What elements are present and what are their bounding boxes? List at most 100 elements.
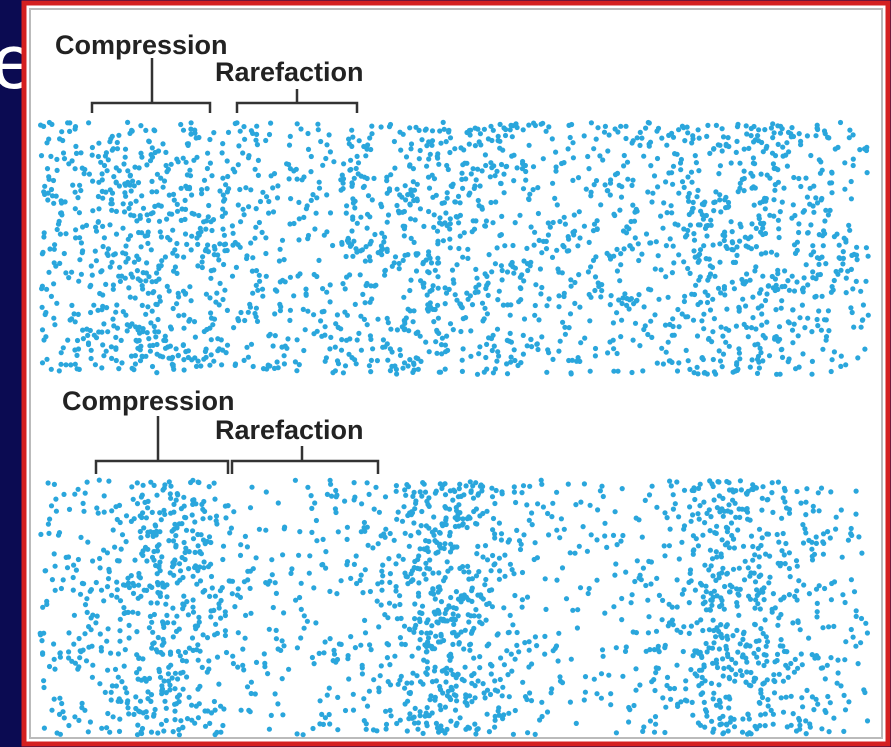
particle: [689, 624, 694, 629]
particle: [773, 605, 778, 610]
particle: [48, 154, 53, 159]
particle: [663, 705, 668, 710]
particle: [764, 196, 769, 201]
particle: [498, 677, 503, 682]
particle: [282, 526, 287, 531]
particle: [163, 602, 168, 607]
particle: [414, 331, 419, 336]
particle: [339, 337, 344, 342]
particle: [376, 250, 381, 255]
particle: [218, 616, 223, 621]
particle: [372, 507, 377, 512]
particle: [96, 220, 101, 225]
particle: [347, 336, 352, 341]
particle: [585, 154, 590, 159]
particle: [278, 247, 283, 252]
particle: [622, 246, 627, 251]
particle: [105, 329, 110, 334]
particle: [726, 502, 731, 507]
particle: [362, 175, 367, 180]
particle: [397, 602, 402, 607]
particle: [305, 203, 310, 208]
particle: [499, 214, 504, 219]
particle: [113, 251, 118, 256]
particle: [209, 228, 214, 233]
particle: [218, 588, 223, 593]
particle: [765, 497, 770, 502]
particle: [83, 491, 88, 496]
particle: [371, 176, 376, 181]
particle: [572, 280, 577, 285]
particle: [582, 224, 587, 229]
particle: [328, 282, 333, 287]
particle: [702, 520, 707, 525]
particle: [138, 213, 143, 218]
particle: [837, 243, 842, 248]
particle: [749, 246, 754, 251]
particle: [708, 591, 713, 596]
particle: [275, 195, 280, 200]
particle: [554, 248, 559, 253]
particle: [704, 589, 709, 594]
particle: [156, 591, 161, 596]
particle: [488, 692, 493, 697]
particle: [63, 231, 68, 236]
particle: [400, 366, 405, 371]
particle: [405, 728, 410, 733]
particle: [172, 717, 177, 722]
particle: [213, 732, 218, 737]
particle: [392, 166, 397, 171]
particle: [137, 666, 142, 671]
particle: [791, 711, 796, 716]
particle: [265, 671, 270, 676]
particle: [803, 718, 808, 723]
particle: [668, 527, 673, 532]
particle: [849, 627, 854, 632]
particle: [51, 201, 56, 206]
particle: [152, 204, 157, 209]
particle: [544, 129, 549, 134]
particle: [70, 183, 75, 188]
particle: [91, 303, 96, 308]
particle: [39, 638, 44, 643]
particle: [108, 187, 113, 192]
particle: [319, 712, 324, 717]
particle: [594, 178, 599, 183]
particle: [123, 259, 128, 264]
particle: [52, 657, 57, 662]
particle: [736, 346, 741, 351]
particle: [134, 218, 139, 223]
particle: [150, 279, 155, 284]
particle: [599, 671, 604, 676]
particle: [139, 494, 144, 499]
particle: [212, 481, 217, 486]
particle: [123, 243, 128, 248]
particle: [638, 130, 643, 135]
particle: [554, 528, 559, 533]
particle: [508, 313, 513, 318]
particle: [362, 718, 367, 723]
particle: [810, 359, 815, 364]
particle: [380, 573, 385, 578]
particle: [639, 252, 644, 257]
particle: [577, 544, 582, 549]
particle: [306, 233, 311, 238]
particle: [302, 613, 307, 618]
particle: [801, 540, 806, 545]
particle: [833, 527, 838, 532]
particle: [285, 336, 290, 341]
particle: [90, 613, 95, 618]
particle: [598, 488, 603, 493]
particle: [41, 685, 46, 690]
particle: [151, 714, 156, 719]
particle: [828, 489, 833, 494]
particle: [436, 620, 441, 625]
particle: [843, 707, 848, 712]
particle: [401, 132, 406, 137]
particle: [454, 262, 459, 267]
particle: [487, 601, 492, 606]
particle: [344, 203, 349, 208]
particle: [417, 156, 422, 161]
particle: [826, 624, 831, 629]
particle: [201, 632, 206, 637]
